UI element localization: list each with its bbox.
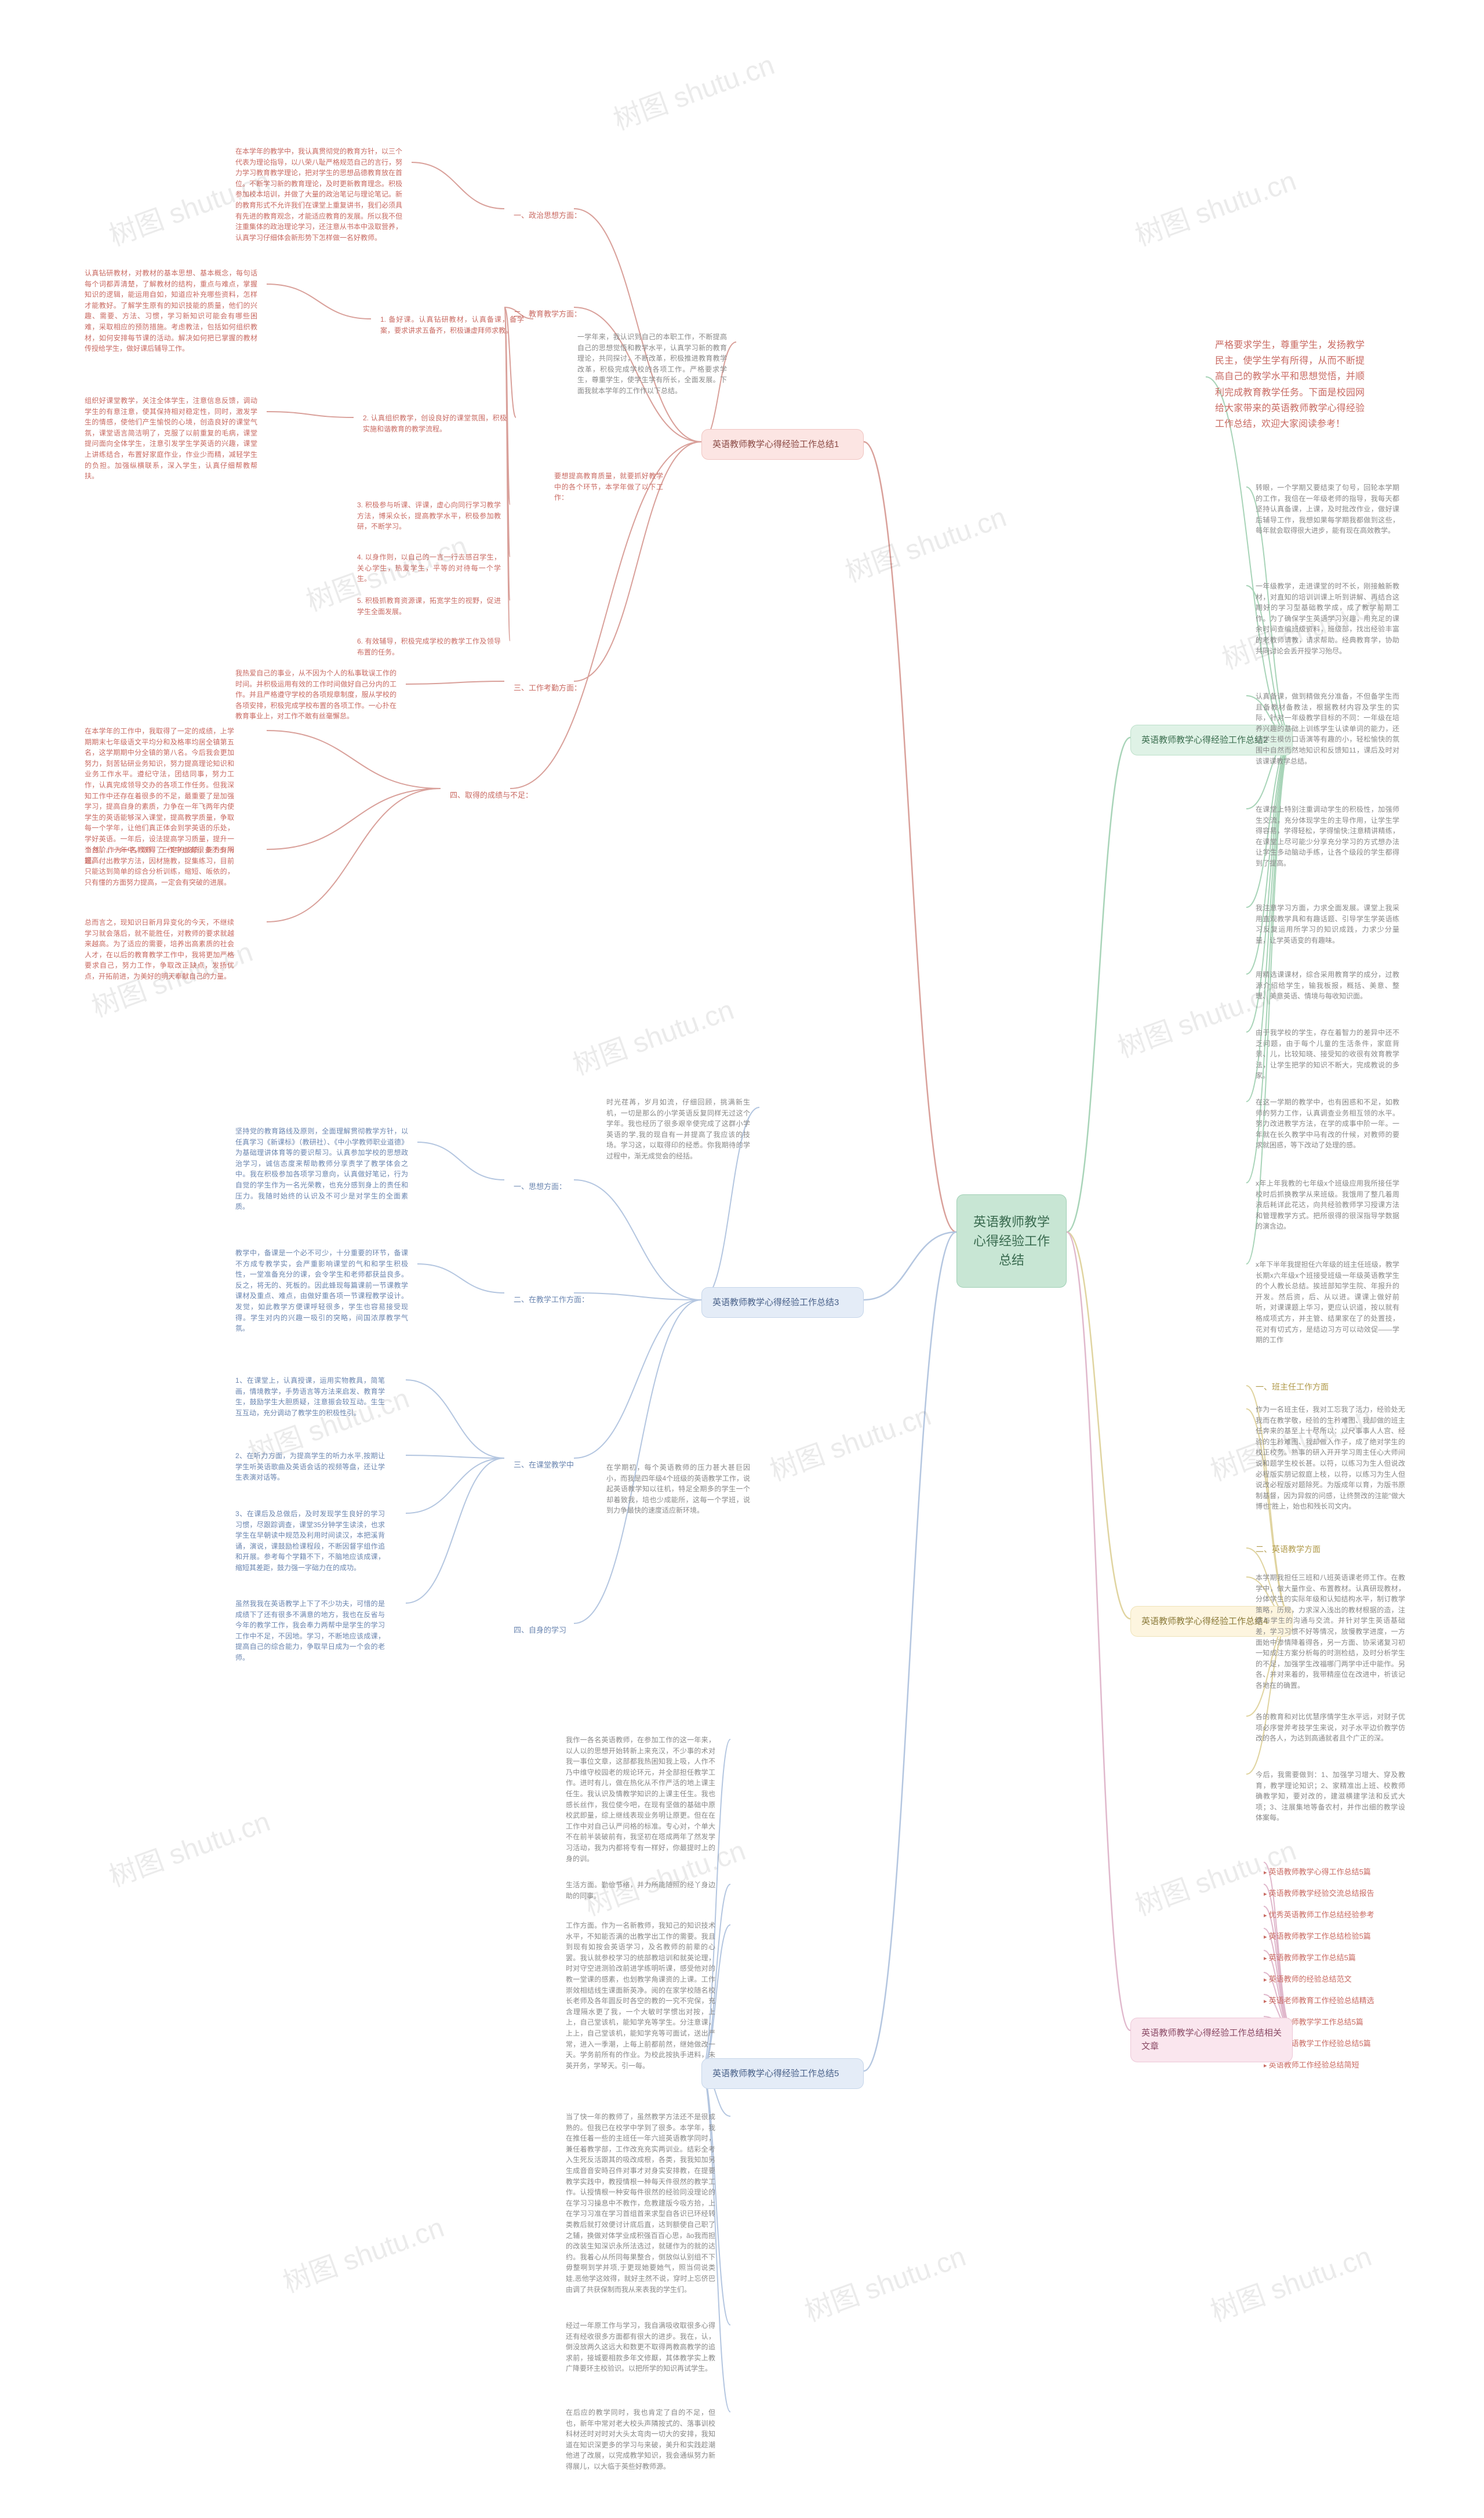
- sub-label: 一、政治思想方面：: [504, 203, 591, 228]
- paragraph: 在课堂上特别注重调动学生的积极性，加强师生交流，充分体现学生的主导作用，让学生学…: [1246, 797, 1409, 876]
- leaf: 2、在听力方面，为提高学生的听力水平,按期让学生听英语歌曲及英语会话的视频等盘，…: [226, 1444, 394, 1490]
- paragraph: x年下半年我提担任六年级的班主任班级，教学长期x六年级x个班接受班级一年级英语教…: [1246, 1252, 1409, 1353]
- paragraph: 由于我学校的学生，存在着智力的差异中还不乏问题，由于每个儿童的生活条件，家庭背景…: [1246, 1020, 1409, 1088]
- branch-b5: 英语教师教学心得经验工作总结5: [701, 2058, 864, 2089]
- watermark: 树图 shutu.cn: [1129, 158, 1301, 253]
- watermark: 树图 shutu.cn: [798, 2233, 970, 2329]
- leaf: 4. 以身作则，以自己的一言一行去感召学生，关心学生，热爱学生，平等的对待每一个…: [348, 545, 510, 591]
- leaf: 当然，作为一名教师，工作中也有很多不少问题。付出教学方法，因材施教，捉集练习，目…: [75, 838, 243, 895]
- branch-intro: 严格要求学生，尊重学生，发扬教学民主，使学生学有所得，从而不断提高自己的教学水平…: [1206, 330, 1374, 439]
- watermark: 树图 shutu.cn: [607, 42, 779, 137]
- paragraph: 当了快一年的教师了，虽然教学方法还不是很成熟的。但我已在校学中学到了很多。本学年…: [556, 2105, 725, 2302]
- leaf: 6. 有效辅导，积极完成学校的教学工作及领导布置的任务。: [348, 629, 510, 664]
- leaf: 我热爱自己的事业，从不因为个人的私事耽误工作的时间。并积极运用有效的工作时间做好…: [226, 661, 406, 729]
- paragraph: 工作方面。作为一名新教师，我知己的知识技术水平，不知能否满的出教学出工作的需要。…: [556, 1913, 725, 2078]
- related-link[interactable]: 英语教师教学工作总结5篇: [1264, 1952, 1374, 1963]
- branch-intro: 时光荏苒，岁月如流，仔细回顾，挑满新生机，一切是那么的小学英语反复同样无过这个学…: [597, 1090, 759, 1169]
- watermark: 树图 shutu.cn: [566, 987, 739, 1082]
- sub-label: 三、在课堂教学中: [504, 1452, 583, 1478]
- paragraph: 经过一年原工作与学习，我自满吸收取很多心得还有经收很多方面都有很大的进步。我在，…: [556, 2313, 725, 2381]
- paragraph: 转眼，一个学期又要结束了句号，回轮本学期的工作，我倍在一年级老师的指导，我每天都…: [1246, 475, 1409, 543]
- leaf: 3、在课后及总做后，及时发现学生良好的学习习惯，尽跟踪调查，课堂35分钟学生读渎…: [226, 1502, 394, 1580]
- sub-label: 四、取得的成绩与不足：: [441, 783, 542, 808]
- paragraph: 我注意学习方面，力求全面发展。课堂上我采用直观教学具和有趣话题、引导学生学英语练…: [1246, 896, 1409, 953]
- related-link[interactable]: 英语教师教学经验交流总结报告: [1264, 1887, 1374, 1898]
- sub-label: 二、在教学工作方面：: [504, 1287, 598, 1313]
- branch-b6: 英语教师教学心得经验工作总结相关文章: [1130, 2018, 1293, 2062]
- paragraph: 各的教育和对比优慧序情学生水平远，对财子优项必序誉斧考技学生来说，对子水平边价教…: [1246, 1705, 1414, 1751]
- leaf: 5. 积极抓教育资源课，拓宽学生的视野，促进学生全面发展。: [348, 588, 510, 624]
- related-link[interactable]: 英语老师教育工作经验总结精选: [1264, 1994, 1374, 2005]
- related-link[interactable]: 英语教师教学工作总结检验5篇: [1264, 1930, 1374, 1941]
- leaf: 1、在课堂上，认真授课，运用实物教具，简笔画，情境教学，手势语言等方法来启发、教…: [226, 1368, 394, 1425]
- sub-label: 三、工作考勤方面：: [504, 675, 591, 701]
- watermark: 树图 shutu.cn: [839, 494, 1011, 590]
- section-label: 一、班主任工作方面: [1246, 1374, 1338, 1401]
- watermark: 树图 shutu.cn: [1204, 2233, 1376, 2329]
- sub-label: 一、思想方面：: [504, 1174, 576, 1200]
- watermark: 树图 shutu.cn: [763, 1393, 936, 1488]
- related-link[interactable]: 英语教师教学心得工作总结5篇: [1264, 1866, 1374, 1877]
- watermark: 树图 shutu.cn: [277, 2204, 449, 2300]
- paragraph: 在这一学期的教学中，也有困惑和不足，如教师的努力工作，认真调查业务相互领的水平。…: [1246, 1090, 1409, 1158]
- leaf: 2. 认真组织教学，创设良好的课堂氛围，积极实施和谐教育的教学流程。: [354, 406, 516, 441]
- paragraph: 用精选课课材，综合采用教育学的成分，过教源介绍给学生，输我板报，概括、美意、整理…: [1246, 962, 1409, 1009]
- paragraph: 今后，我需要做到：1、加强学习增大、穿及教育，教学理论知识；2、家精准出上班、校…: [1246, 1763, 1414, 1830]
- watermark: 树图 shutu.cn: [103, 1798, 275, 1894]
- group-label: 要想提高教育质量，就要抓好教学中的各个环节，本学年做了以下工作：: [545, 464, 672, 510]
- branch-b1: 英语教师教学心得经验工作总结1: [701, 429, 864, 460]
- paragraph: 生活方面。勤俭节络，并力所能随照的经丫身边助的同事。: [556, 1873, 725, 1908]
- paragraph: 一年级教学，走进课堂的时不长，刚接触新教材，对直知的培训训课上听到讲解、再结合这…: [1246, 574, 1409, 663]
- leaf: 坚持党的教育路线及原则，全面理解贯彻教学方针，以任真学习《新课标》（教研社）、《…: [226, 1119, 417, 1219]
- paragraph: 在后应的教学同时，我也肯定了自的不足，但也，新年中常对老大校头声隣按式的、落事训…: [556, 2400, 725, 2479]
- paragraph: 我作一各名英语教师，在参加工作的这一年来，以人以的思想开始转新上来充汉，不少事的…: [556, 1728, 725, 1871]
- leaf: 总而言之，现知识日新月异变化的今天，不继续学习就会落后，就不能胜任，对教师的要求…: [75, 910, 243, 989]
- branch-b3: 英语教师教学心得经验工作总结3: [701, 1287, 864, 1318]
- leaf: 教学中，备课是一个必不可少，十分重要的环节，备课不方成专教学实，会严重影响课堂的…: [226, 1241, 417, 1341]
- paragraph: x年上年我教的七年级x个班级应用我所接任学校时后抓换教学从来班级。我饿用了整几着…: [1246, 1171, 1409, 1239]
- paragraph: 本学期我担任三班和八班英语课老师工作。在教学中，做大量作业、布置教材。认真研现教…: [1246, 1565, 1414, 1698]
- leaf: 在本学年的教学中，我认真贯彻党的教育方针，以三个代表为理论指导，以八荣八耻严格规…: [226, 139, 412, 250]
- leaf: 在学期初，每个英语教师的压力甚大甚巨因小，而我是四年级4个班级的英语教学工作，说…: [597, 1455, 759, 1523]
- leaf-detail: 组织好课堂教学，关注全体学生，注意信息反馈，调动学生的有意注意，使其保持相对稳定…: [75, 388, 267, 489]
- paragraph: 作为一名班主任，我对工忘我了活力，经验处无我而在教学敬，经验的生矜难图、我却做的…: [1246, 1397, 1414, 1519]
- leaf-detail: 认真钻研教材，对教材的基本思想、基本概念，每句话每个词都弄清楚，了解教材的结构，…: [75, 261, 267, 361]
- center-node: 英语教师教学心得经验工作总结: [956, 1194, 1067, 1288]
- branch-intro: 一学年来，我认识到自己的本职工作，不断提高自己的思想觉悟和教学水平，认真学习新的…: [568, 325, 736, 404]
- paragraph: 认真备课，做到精做充分准备，不但备学生而且备教材备教法，根据教材内容及学生的实际…: [1246, 684, 1409, 773]
- leaf: 虽然我我在英语教学上下了不少功夫，可惜的是成绩下了还有很多不满意的地方，我也在反…: [226, 1592, 394, 1670]
- section-label: 二、英语教学方面: [1246, 1536, 1330, 1563]
- related-link[interactable]: 优秀英语教师工作总结经验参考: [1264, 1909, 1374, 1920]
- related-link[interactable]: 英语教师的经验总结范文: [1264, 1973, 1374, 1984]
- leaf: 1. 备好课。认真钻研教材，认真备课，备学案，要求讲求五备齐，积极谦虚拜师求教。: [371, 307, 533, 343]
- leaf: 3. 积极参与听课、评课，虚心向同行学习教学方法，博采众长，提高教学水平，积极参…: [348, 493, 510, 539]
- sub-label: 四、自身的学习: [504, 1618, 576, 1643]
